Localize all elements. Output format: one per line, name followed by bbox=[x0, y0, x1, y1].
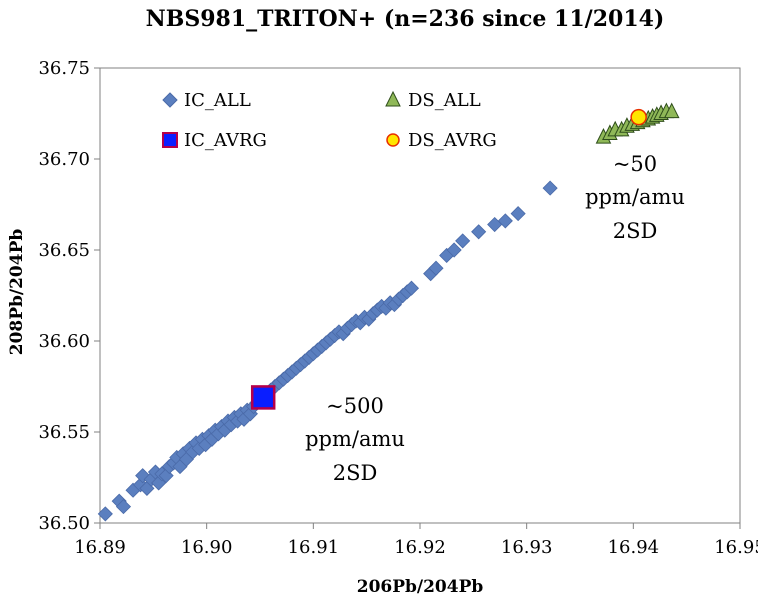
ic-all-point bbox=[151, 475, 167, 491]
ds-all-point bbox=[663, 102, 680, 119]
ds-avrg-point bbox=[630, 108, 647, 126]
annotation-ds-line-3: 2SD bbox=[613, 219, 658, 243]
ic-all-point bbox=[471, 224, 487, 240]
annotation-ds-line-2: ppm/amu bbox=[585, 185, 685, 209]
legend-label-ds-all: DS_ALL bbox=[408, 90, 481, 111]
annotation-ds-line-1: ~50 bbox=[613, 152, 657, 176]
x-tick-label: 16.90 bbox=[181, 537, 233, 558]
x-tick-label: 16.95 bbox=[714, 537, 758, 558]
ic-all-point bbox=[497, 213, 513, 229]
x-tick-label: 16.92 bbox=[394, 537, 446, 558]
annotation-ds: ~50 ppm/amu 2SD bbox=[585, 152, 685, 243]
y-tick-label: 36.70 bbox=[38, 149, 90, 170]
y-tick-label: 36.55 bbox=[38, 422, 90, 443]
y-tick-label: 36.60 bbox=[38, 331, 90, 352]
ic-all-point bbox=[135, 468, 151, 484]
x-axis-label: 206Pb/204Pb bbox=[357, 577, 484, 597]
legend-marker-ic-avrg bbox=[162, 132, 178, 148]
annotation-ic: ~500 ppm/amu 2SD bbox=[305, 394, 405, 485]
annotation-ic-line-2: ppm/amu bbox=[305, 427, 405, 451]
x-tick-label: 16.94 bbox=[608, 537, 660, 558]
legend-marker-ic-all bbox=[162, 92, 178, 108]
ic-all-point bbox=[115, 499, 132, 515]
legend-label-ic-all: IC_ALL bbox=[184, 90, 251, 111]
x-tick-label: 16.93 bbox=[501, 537, 553, 558]
x-tick-label: 16.91 bbox=[288, 537, 340, 558]
legend-label-ds-avrg: DS_AVRG bbox=[408, 130, 497, 151]
x-tick-label: 16.89 bbox=[74, 537, 126, 558]
annotation-ic-line-1: ~500 bbox=[326, 394, 384, 418]
ic-avrg-point bbox=[250, 385, 276, 410]
y-tick-label: 36.65 bbox=[38, 240, 90, 261]
ic-all-point bbox=[403, 280, 420, 296]
legend-label-ic-avrg: IC_AVRG bbox=[184, 130, 267, 151]
y-tick-label: 36.50 bbox=[38, 513, 90, 534]
legend-marker-ds-avrg bbox=[386, 133, 400, 147]
ic-all-point bbox=[446, 242, 462, 258]
ic-all-point bbox=[428, 260, 444, 276]
annotation-ic-line-3: 2SD bbox=[333, 461, 378, 485]
ic-all-point bbox=[97, 506, 113, 522]
legend-marker-ds-all bbox=[385, 90, 401, 107]
ic-all-point bbox=[510, 206, 526, 222]
y-axis-label: 208Pb/204Pb bbox=[7, 229, 27, 356]
y-tick-label: 36.75 bbox=[38, 58, 90, 79]
chart-title: NBS981_TRITON+ (n=236 since 11/2014) bbox=[146, 6, 665, 32]
ic-all-point bbox=[542, 180, 558, 196]
legend: IC_ALL IC_AVRG DS_ALL DS_AVRG bbox=[162, 90, 497, 151]
ic-all-point bbox=[455, 233, 471, 249]
